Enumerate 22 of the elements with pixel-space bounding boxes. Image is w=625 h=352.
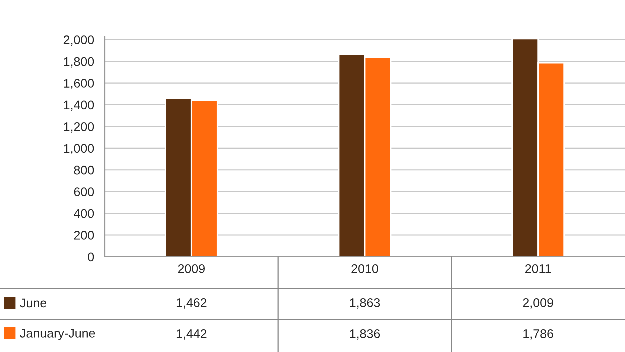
x-tick-label: 2009 xyxy=(178,264,205,274)
y-tick-label: 1,000 xyxy=(64,144,94,155)
data-label: 2,009 xyxy=(523,298,554,309)
legend-label: January-June xyxy=(20,329,96,340)
data-label: 1,462 xyxy=(176,298,207,309)
data-label: 1,863 xyxy=(350,298,380,309)
y-tick-label: 1,400 xyxy=(64,100,94,112)
legend-label: June xyxy=(20,298,47,308)
y-tick-label: 1,200 xyxy=(64,122,94,133)
x-tick-label: 2011 xyxy=(526,264,552,274)
y-tick-label: 1,800 xyxy=(64,57,94,68)
data-label: 1,786 xyxy=(524,330,554,340)
y-tick-label: 1,600 xyxy=(64,79,94,90)
y-tick-label: 0 xyxy=(88,252,94,262)
x-tick-label: 2010 xyxy=(352,264,378,274)
y-tick-label: 800 xyxy=(74,166,94,175)
y-tick-label: 2,000 xyxy=(64,36,94,46)
y-tick-label: 200 xyxy=(74,231,94,240)
y-tick-label: 400 xyxy=(74,209,94,218)
data-label: 1,442 xyxy=(176,330,207,340)
data-label: 1,836 xyxy=(350,330,380,340)
y-tick-label: 600 xyxy=(74,188,94,196)
